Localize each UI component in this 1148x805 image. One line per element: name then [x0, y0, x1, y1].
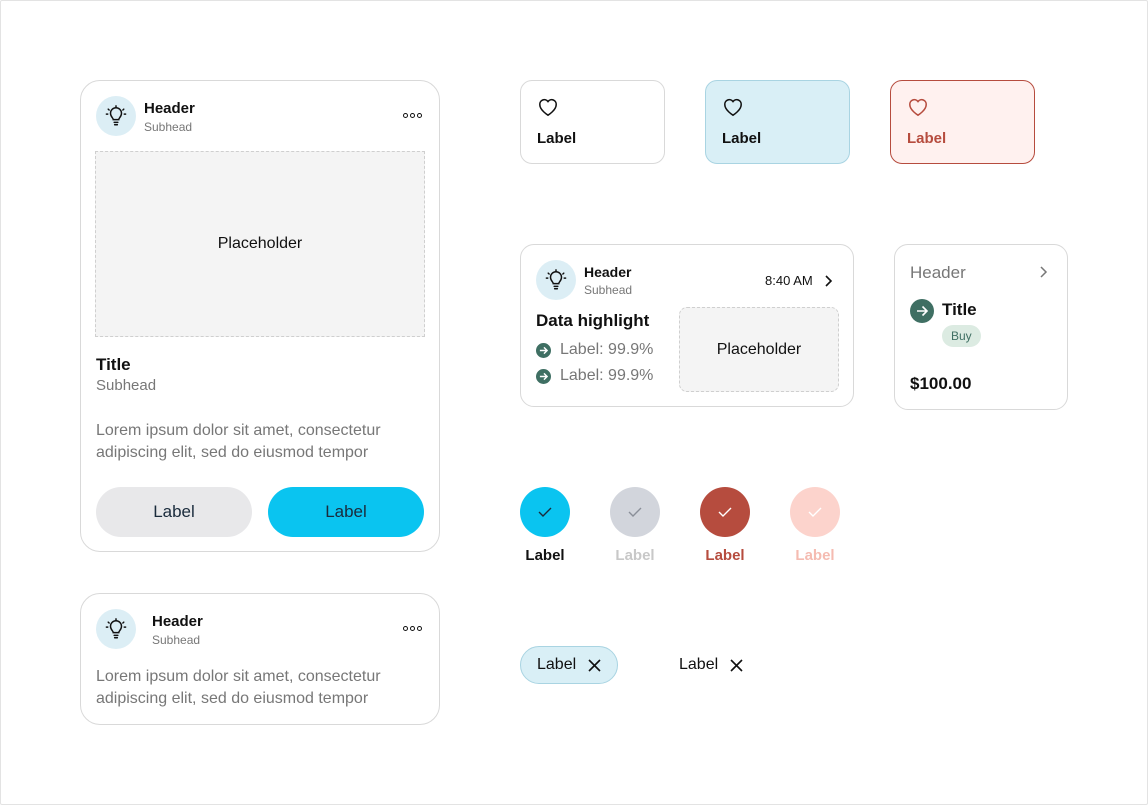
card-subhead: Subhead: [144, 120, 193, 134]
card-subhead: Subhead: [152, 633, 201, 647]
product-title: Title: [942, 300, 977, 319]
product-price: $100.00: [910, 374, 972, 393]
highlight-item: Label: 99.9%: [536, 341, 653, 359]
lightbulb-icon: [105, 618, 127, 639]
buy-badge[interactable]: Buy: [942, 325, 981, 347]
check-checked[interactable]: [520, 487, 570, 537]
large-card: Header Subhead Placeholder Title Subhead…: [80, 80, 440, 552]
check-error[interactable]: [700, 487, 750, 537]
checkmark-icon: [808, 507, 822, 517]
check-label: Label: [705, 547, 745, 564]
notification-card[interactable]: Header Subhead 8:40 AM Data highlight La…: [520, 244, 854, 407]
more-options-icon[interactable]: [403, 113, 422, 118]
lightbulb-icon: [545, 269, 567, 290]
card-header: Header: [152, 613, 203, 630]
tile-label: Label: [722, 130, 762, 147]
checkmark-icon: [538, 507, 552, 517]
highlight-item-label: Label: 99.9%: [560, 341, 654, 358]
tile-label: Label: [537, 130, 577, 147]
avatar: [96, 609, 136, 649]
chevron-right-icon[interactable]: [823, 274, 833, 288]
check-disabled[interactable]: [610, 487, 660, 537]
lightbulb-icon: [105, 105, 127, 126]
tile-default[interactable]: Label: [520, 80, 665, 164]
card-header: Header: [584, 264, 632, 280]
avatar: [536, 260, 576, 300]
heart-icon: [724, 98, 742, 117]
chip-label: Label: [537, 656, 577, 673]
check-label: Label: [795, 547, 835, 564]
checkmark-icon: [628, 507, 642, 517]
product-card[interactable]: Header Title Buy $100.00: [894, 244, 1068, 410]
highlight-item-label: Label: 99.9%: [560, 367, 654, 384]
close-icon[interactable]: [730, 658, 743, 672]
close-icon[interactable]: [588, 658, 601, 672]
card-subhead: Subhead: [584, 283, 633, 297]
image-placeholder: Placeholder: [679, 307, 839, 392]
tile-label: Label: [907, 130, 947, 147]
check-label: Label: [525, 547, 565, 564]
timestamp: 8:40 AM: [765, 273, 813, 288]
check-label: Label: [615, 547, 655, 564]
avatar: [96, 96, 136, 136]
secondary-button[interactable]: Label: [96, 487, 252, 537]
card-header: Header: [910, 263, 966, 282]
card-body: Lorem ipsum dolor sit amet, consectetur …: [96, 422, 381, 461]
tile-selected[interactable]: Label: [705, 80, 850, 164]
arrow-right-icon: [910, 299, 934, 323]
card-body: Lorem ipsum dolor sit amet, consectetur …: [96, 668, 381, 707]
chip-plain[interactable]: Label: [663, 646, 759, 684]
highlight-title: Data highlight: [536, 311, 650, 330]
card-title: Title: [96, 355, 131, 374]
chip-label: Label: [679, 656, 719, 673]
image-placeholder: Placeholder: [95, 151, 425, 337]
small-card: Header Subhead Lorem ipsum dolor sit ame…: [80, 593, 440, 725]
arrow-right-icon: [536, 342, 551, 358]
check-error-disabled[interactable]: [790, 487, 840, 537]
heart-icon: [539, 98, 557, 117]
tile-error[interactable]: Label: [890, 80, 1035, 164]
chip-filled[interactable]: Label: [520, 646, 619, 684]
chevron-right-icon[interactable]: [1038, 265, 1048, 279]
card-header: Header: [144, 100, 195, 117]
heart-icon: [909, 98, 927, 117]
more-options-icon[interactable]: [403, 626, 422, 631]
card-subtitle: Subhead: [96, 377, 157, 394]
primary-button[interactable]: Label: [268, 487, 424, 537]
arrow-right-icon: [536, 368, 551, 384]
checkmark-icon: [718, 507, 732, 517]
highlight-item: Label: 99.9%: [536, 367, 653, 385]
